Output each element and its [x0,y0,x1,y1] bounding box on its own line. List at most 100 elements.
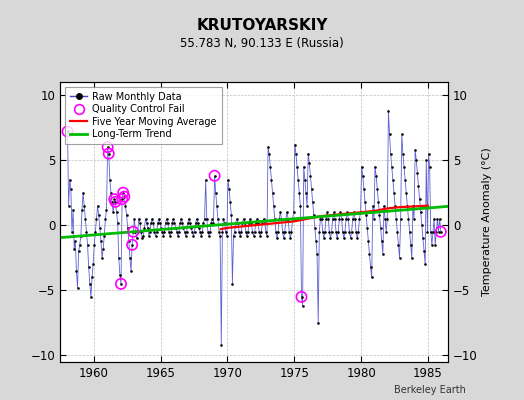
Point [134,228,142,235]
Point [305,160,313,166]
Point [68,228,76,235]
Point [334,228,343,235]
Point [183,220,192,226]
Point [344,216,353,222]
Point [256,232,265,239]
Point [321,228,329,235]
Point [107,190,115,196]
Point [192,216,201,222]
Point [99,246,107,252]
Point [423,228,432,235]
Point [329,216,337,222]
Point [282,216,290,222]
Point [222,228,230,235]
Point [297,294,305,300]
Point [212,190,220,196]
Point [432,228,441,235]
Point [255,228,264,235]
Point [130,216,138,222]
Point [414,183,423,189]
Point [179,225,188,231]
Point [377,238,386,244]
Point [405,216,413,222]
Point [260,220,269,226]
Point [236,232,244,239]
Point [376,225,385,231]
Point [121,202,129,209]
Point [380,202,388,209]
Point [178,220,187,226]
Point [288,216,297,222]
Point [330,209,338,216]
Point [301,176,309,183]
Point [266,164,275,170]
Point [352,228,361,235]
Point [366,264,375,270]
Point [276,209,285,216]
Point [254,220,262,226]
Point [431,242,440,248]
Point [287,228,296,235]
Point [147,220,155,226]
Point [235,228,243,235]
Point [188,228,196,235]
Point [104,150,113,157]
Point [103,144,112,150]
Point [342,216,350,222]
Point [156,220,164,226]
Point [427,228,435,235]
Point [247,220,256,226]
Point [326,235,335,242]
Point [333,235,341,242]
Point [308,186,316,192]
Point [245,220,253,226]
Point [154,220,162,226]
Point [195,225,203,231]
Point [302,190,310,196]
Point [313,251,321,257]
Point [263,232,271,239]
Point [367,274,376,280]
Point [129,228,137,235]
Point [162,216,171,222]
Point [300,164,308,170]
Point [411,146,419,153]
Point [165,228,173,235]
Point [355,216,364,222]
Point [163,220,172,226]
Point [379,251,387,257]
Point [117,281,125,287]
Point [339,228,347,235]
Point [306,172,314,179]
Point [400,164,408,170]
Point [345,228,354,235]
Point [186,220,194,226]
Point [71,238,80,244]
Point [102,206,111,213]
Point [303,202,311,209]
Point [310,212,318,218]
Point [239,216,248,222]
Point [340,235,348,242]
Point [358,172,367,179]
Point [407,242,415,248]
Point [200,216,209,222]
Point [150,228,159,235]
Point [111,199,119,205]
Point [145,232,153,239]
Point [429,228,437,235]
Point [392,216,400,222]
Point [419,235,427,242]
Point [149,220,158,226]
Point [322,216,330,222]
Point [337,216,346,222]
Point [323,209,331,216]
Point [127,268,135,274]
Point [365,251,374,257]
Point [398,131,406,137]
Point [109,209,117,216]
Point [119,190,127,196]
Point [356,209,365,216]
Point [157,225,165,231]
Point [289,209,298,216]
